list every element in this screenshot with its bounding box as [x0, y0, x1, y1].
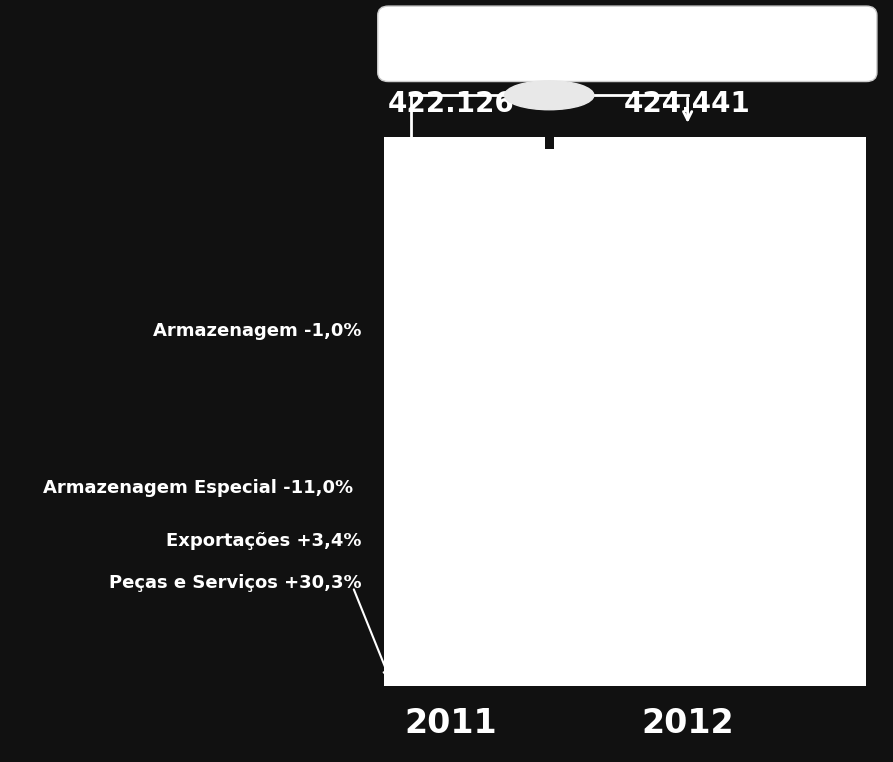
Text: Armazenagem -1,0%: Armazenagem -1,0%	[154, 322, 362, 341]
Text: 424.441: 424.441	[624, 90, 751, 118]
Text: Exportações +3,4%: Exportações +3,4%	[166, 532, 362, 550]
Text: Peças e Serviços +30,3%: Peças e Serviços +30,3%	[109, 574, 362, 592]
Text: 422.126: 422.126	[388, 90, 514, 118]
FancyBboxPatch shape	[378, 6, 877, 82]
Text: 2011: 2011	[405, 707, 497, 741]
Text: 2012: 2012	[641, 707, 734, 741]
Text: Armazenagem Especial -11,0%: Armazenagem Especial -11,0%	[43, 479, 353, 497]
Bar	[384, 137, 866, 686]
Ellipse shape	[505, 81, 594, 110]
Bar	[545, 136, 554, 149]
